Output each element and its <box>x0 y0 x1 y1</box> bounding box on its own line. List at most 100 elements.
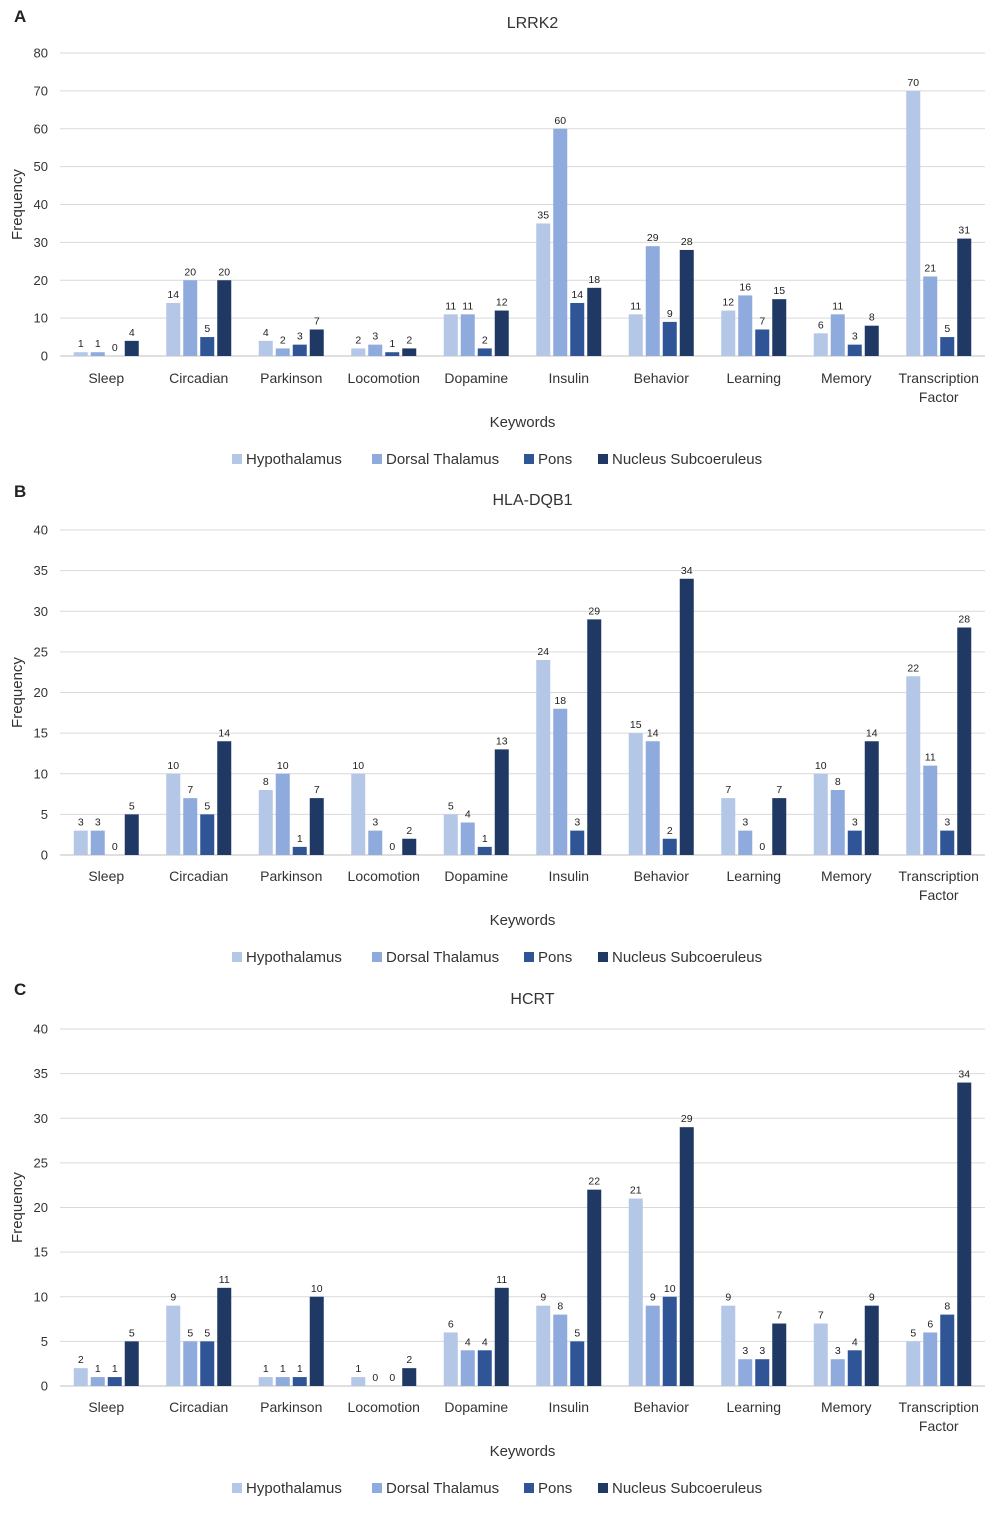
data-label: 2 <box>406 825 412 837</box>
y-tick-label: 0 <box>41 848 48 863</box>
legend-label: Hypothalamus <box>246 1480 342 1497</box>
bar <box>183 280 198 356</box>
data-label: 7 <box>759 315 765 327</box>
legend-swatch <box>598 952 608 962</box>
legend-item: Hypothalamus <box>232 949 342 966</box>
legend-swatch <box>232 454 242 464</box>
bar <box>864 741 879 855</box>
legend-swatch <box>232 1483 242 1493</box>
bar <box>258 1377 273 1386</box>
x-tick-label: Learning <box>727 1399 782 1415</box>
y-tick-label: 40 <box>34 1022 48 1037</box>
data-label: 9 <box>540 1292 546 1304</box>
x-tick-label: Locomotion <box>348 370 420 386</box>
x-tick-label: Memory <box>821 1399 872 1415</box>
bar <box>90 352 105 356</box>
legend-label: Hypothalamus <box>246 451 342 468</box>
legend-label: Nucleus Subcoeruleus <box>612 451 762 468</box>
legend-swatch <box>598 454 608 464</box>
bar <box>679 1127 694 1386</box>
y-tick-label: 35 <box>34 1066 48 1081</box>
bar <box>628 1198 643 1386</box>
bar <box>587 1189 602 1386</box>
data-label: 2 <box>78 1354 84 1366</box>
x-axis-label: Keywords <box>490 912 556 929</box>
data-label: 4 <box>482 1336 488 1348</box>
bar <box>309 798 324 855</box>
data-label: 29 <box>681 1113 693 1125</box>
bar <box>217 1287 232 1386</box>
data-label: 2 <box>406 1354 412 1366</box>
bar <box>645 1305 660 1386</box>
bar <box>923 1332 938 1386</box>
bar <box>772 299 787 356</box>
x-tick-label: Parkinson <box>260 1399 322 1415</box>
bar <box>402 348 417 356</box>
chart-title: HLA-DQB1 <box>492 492 572 509</box>
bar <box>738 295 753 356</box>
data-label: 70 <box>907 77 919 89</box>
data-label: 4 <box>465 1336 471 1348</box>
data-label: 3 <box>835 1345 841 1357</box>
y-tick-label: 10 <box>34 1289 48 1304</box>
legend-item: Pons <box>524 1480 572 1497</box>
data-label: 6 <box>448 1318 454 1330</box>
data-label: 3 <box>759 1345 765 1357</box>
legend-swatch <box>598 1483 608 1493</box>
bar <box>721 310 736 356</box>
legend-item: Pons <box>524 949 572 966</box>
data-label: 8 <box>263 776 269 788</box>
bar <box>847 344 862 356</box>
data-label: 16 <box>739 281 751 293</box>
bar <box>107 1377 122 1386</box>
data-label: 5 <box>448 800 454 812</box>
y-tick-label: 0 <box>41 1379 48 1394</box>
data-label: 24 <box>537 646 549 658</box>
bar <box>721 798 736 855</box>
bar <box>258 340 273 356</box>
y-tick-label: 80 <box>34 46 48 61</box>
data-label: 10 <box>277 760 289 772</box>
data-label: 11 <box>630 300 641 312</box>
bar <box>309 329 324 356</box>
data-label: 7 <box>314 315 320 327</box>
data-label: 12 <box>722 297 734 309</box>
x-tick-label: Transcription Factor <box>899 370 979 405</box>
data-label: 1 <box>355 1363 361 1375</box>
bar <box>587 287 602 356</box>
x-tick-label: Behavior <box>634 868 690 884</box>
bar <box>90 830 105 855</box>
bar <box>536 1305 551 1386</box>
y-axis-label: Frequency <box>9 657 26 728</box>
bar <box>166 302 181 356</box>
data-label: 28 <box>958 614 970 626</box>
bar <box>536 660 551 855</box>
data-label: 11 <box>219 1274 230 1286</box>
data-label: 8 <box>944 1301 950 1313</box>
data-label: 5 <box>944 323 950 335</box>
data-label: 4 <box>129 327 135 339</box>
data-label: 4 <box>465 809 471 821</box>
y-tick-label: 10 <box>34 766 48 781</box>
bar <box>738 1359 753 1386</box>
data-label: 3 <box>372 331 378 343</box>
x-tick-label: Dopamine <box>444 370 508 386</box>
bar <box>830 1359 845 1386</box>
data-label: 1 <box>78 338 84 350</box>
data-label: 29 <box>588 605 600 617</box>
y-tick-label: 20 <box>34 685 48 700</box>
legend-label: Pons <box>538 1480 572 1497</box>
bar <box>923 276 938 356</box>
data-label: 7 <box>187 784 193 796</box>
y-tick-label: 5 <box>41 807 48 822</box>
data-label: 2 <box>355 334 361 346</box>
y-tick-label: 40 <box>34 523 48 538</box>
bar <box>957 1082 972 1386</box>
legend-swatch <box>372 1483 382 1493</box>
x-tick-label: Insulin <box>549 370 589 386</box>
bar <box>275 1377 290 1386</box>
bar <box>477 1350 492 1386</box>
data-label: 22 <box>588 1176 600 1188</box>
bar <box>292 344 307 356</box>
bar <box>940 830 955 855</box>
